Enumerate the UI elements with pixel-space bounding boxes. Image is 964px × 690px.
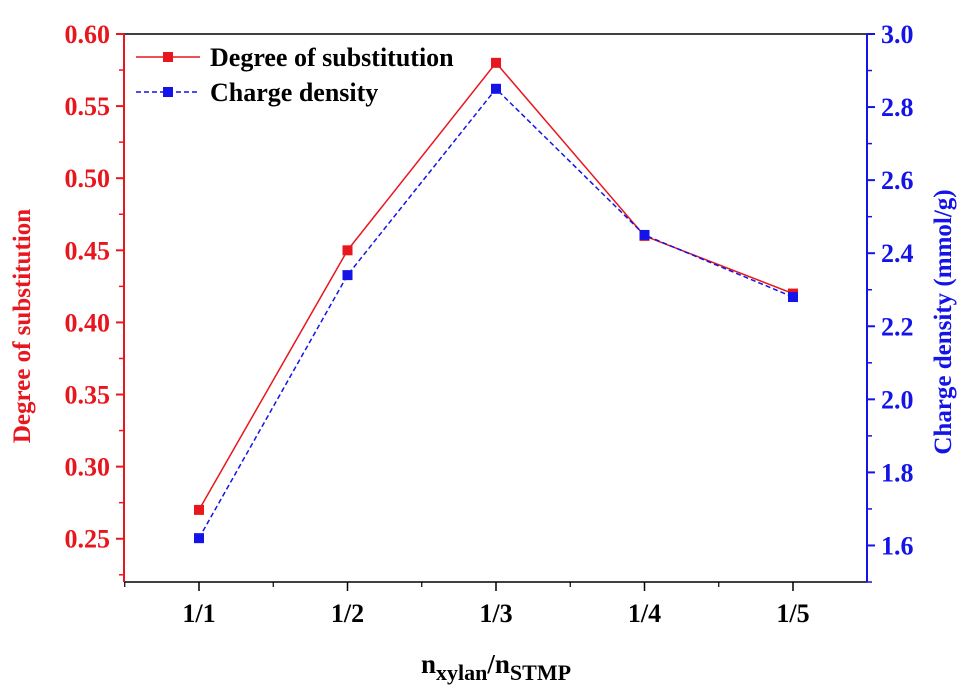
x-label-sub-1: xylan	[436, 660, 487, 685]
x-label-sep: /	[486, 649, 495, 679]
y-right-tick-label: 2.0	[881, 385, 914, 414]
series-1-marker	[194, 504, 204, 515]
y-right-tick-label: 1.6	[881, 531, 914, 560]
x-label-sub-2: STMP	[510, 660, 571, 685]
series-2-marker	[788, 292, 798, 303]
series-line-2	[198, 87, 794, 539]
series-layer	[194, 57, 798, 544]
y-left-tick-label: 0.60	[65, 20, 111, 49]
series-line-1	[198, 61, 794, 511]
y-right-tick-label: 3.0	[881, 20, 914, 49]
x-label-base-2: n	[495, 649, 510, 679]
series-2-marker	[639, 229, 650, 240]
y-right-tick-label: 2.2	[881, 312, 914, 341]
series-2-marker	[342, 270, 353, 281]
x-axis-ticks: 1/1 1/2 1/3 1/4 1/5	[124, 582, 810, 628]
legend: Degree of substitution Charge density	[136, 43, 454, 107]
legend-label-2: Charge density	[210, 78, 378, 107]
y-right-tick-label: 2.4	[881, 239, 914, 268]
y-right-tick-label: 1.8	[881, 458, 914, 487]
legend-marker-1	[163, 52, 173, 62]
y-left-tick-label: 0.25	[65, 525, 111, 554]
x-tick-label: 1/3	[479, 599, 512, 628]
y-left-tick-label: 0.40	[65, 308, 111, 337]
x-tick-label: 1/2	[331, 599, 364, 628]
y-left-tick-label: 0.30	[65, 453, 111, 482]
y-left-tick-label: 0.50	[65, 164, 111, 193]
x-tick-label: 1/5	[776, 599, 809, 628]
x-tick-label: 1/4	[628, 599, 661, 628]
legend-label-1: Degree of substitution	[210, 43, 454, 72]
y-right-tick-label: 2.8	[881, 93, 914, 122]
legend-marker-2	[163, 87, 173, 97]
y-axis-left-label: Degree of substitution	[9, 209, 36, 443]
y-axis-right-label: Charge density (mmol/g)	[930, 189, 957, 454]
y-left-tick-label: 0.35	[65, 381, 111, 410]
series-2-marker	[491, 83, 501, 94]
y-left-tick-label: 0.55	[65, 92, 111, 121]
series-2-marker	[194, 533, 204, 544]
plot-frame	[123, 33, 868, 583]
right-axis-ticks: 1.6 1.8 2.0 2.2 2.4 2.6 2.8 3.0	[867, 20, 914, 583]
left-axis-ticks: 0.25 0.30 0.35 0.40 0.45 0.50 0.55 0.60	[65, 20, 124, 576]
x-tick-label: 1/1	[182, 599, 215, 628]
x-label-base-1: n	[421, 649, 436, 679]
y-right-tick-label: 2.6	[881, 166, 914, 195]
y-left-tick-label: 0.45	[65, 236, 111, 265]
x-axis-label: nxylan/nSTMP	[421, 649, 571, 685]
series-1-marker	[491, 57, 501, 68]
series-1-marker	[342, 245, 353, 256]
